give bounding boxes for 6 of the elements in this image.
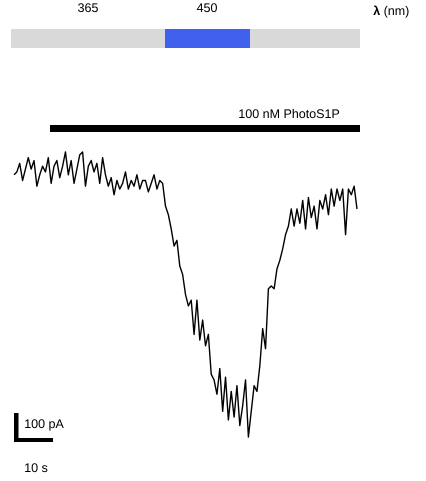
text: 100 nM PhotoS1P [239,108,340,118]
text: 450 [196,3,217,12]
annotation: 100 pA [25,419,64,431]
text: 365 [78,3,98,12]
text: λ (nm) [373,6,409,18]
text: 10 s [25,463,48,472]
